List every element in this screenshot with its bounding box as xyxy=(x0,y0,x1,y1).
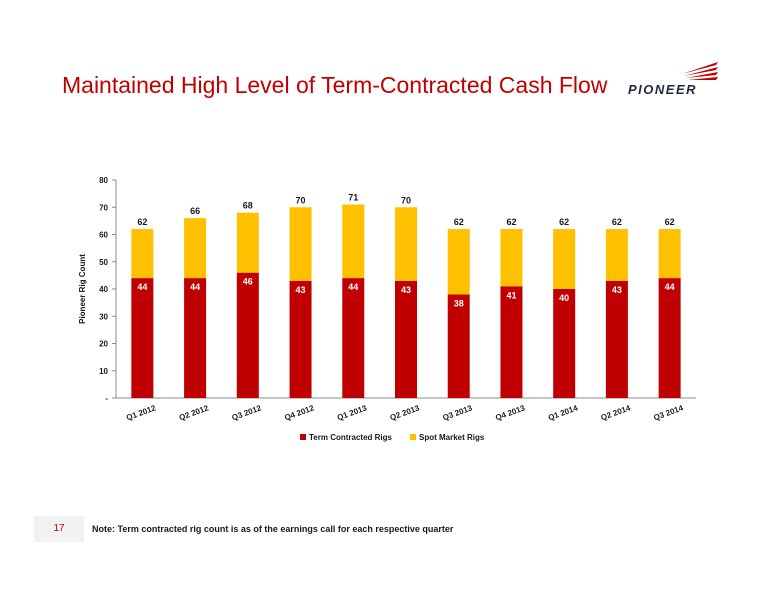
data-label-total: 62 xyxy=(454,217,464,227)
y-tick-label: 40 xyxy=(99,285,108,294)
data-label-term: 44 xyxy=(348,282,358,292)
data-label-term: 43 xyxy=(296,285,306,295)
bar-term-contracted xyxy=(131,278,154,398)
bar-term-contracted xyxy=(447,294,470,398)
legend-swatch-1 xyxy=(410,434,416,440)
y-tick-label: 30 xyxy=(99,312,108,321)
slide-title: Maintained High Level of Term-Contracted… xyxy=(62,72,608,98)
x-tick-label: Q2 2012 xyxy=(178,403,210,422)
pioneer-logo: PIONEER xyxy=(628,60,718,104)
bar-spot-market xyxy=(395,207,417,281)
data-label-term: 43 xyxy=(612,285,622,295)
x-tick-label: Q1 2013 xyxy=(336,403,368,422)
bar-term-contracted xyxy=(658,278,681,398)
bar-spot-market xyxy=(342,204,365,279)
bar-spot-market xyxy=(236,212,259,273)
legend-label-1: Spot Market Rigs xyxy=(419,433,485,442)
x-tick-label: Q3 2012 xyxy=(231,403,263,422)
data-label-total: 70 xyxy=(296,195,306,205)
data-label-term: 46 xyxy=(243,277,253,287)
bar-term-contracted xyxy=(500,286,523,398)
data-label-total: 62 xyxy=(559,217,569,227)
data-label-term: 40 xyxy=(559,293,569,303)
bar-spot-market xyxy=(184,218,207,279)
legend-swatch-0 xyxy=(300,434,306,440)
y-tick-label: 10 xyxy=(99,367,108,376)
logo-text: PIONEER xyxy=(628,82,698,97)
y-tick-label: - xyxy=(105,394,108,403)
y-tick-label: 80 xyxy=(99,176,108,185)
bar-spot-market xyxy=(131,229,154,279)
bar-term-contracted xyxy=(553,289,576,398)
x-tick-label: Q2 2013 xyxy=(389,403,421,422)
bar-term-contracted xyxy=(605,280,628,398)
data-label-term: 43 xyxy=(401,285,411,295)
bar-spot-market xyxy=(658,229,681,279)
data-label-total: 66 xyxy=(190,206,200,216)
x-tick-label: Q4 2012 xyxy=(283,403,315,422)
y-axis-label: Pioneer Rig Count xyxy=(78,254,87,324)
data-label-total: 71 xyxy=(348,193,358,203)
legend-label-0: Term Contracted Rigs xyxy=(309,433,393,442)
bar-spot-market xyxy=(289,207,312,281)
bar-term-contracted xyxy=(184,278,207,398)
y-tick-label: 60 xyxy=(99,231,108,240)
data-label-total: 62 xyxy=(612,217,622,227)
bar-term-contracted xyxy=(289,280,312,398)
bar-term-contracted xyxy=(395,280,417,398)
data-label-total: 70 xyxy=(401,195,411,205)
bar-term-contracted xyxy=(342,278,365,398)
x-tick-label: Q3 2013 xyxy=(441,403,473,422)
logo-swoosh-icon xyxy=(682,62,718,80)
bar-spot-market xyxy=(500,229,523,287)
footnote: Note: Term contracted rig count is as of… xyxy=(92,524,454,534)
bar-term-contracted xyxy=(236,272,259,398)
x-tick-label: Q1 2014 xyxy=(547,403,579,422)
data-label-term: 41 xyxy=(506,290,516,300)
data-label-total: 62 xyxy=(665,217,675,227)
y-tick-label: 50 xyxy=(99,258,108,267)
x-tick-label: Q3 2014 xyxy=(652,403,684,422)
x-tick-label: Q1 2012 xyxy=(125,403,157,422)
x-tick-label: Q4 2013 xyxy=(494,403,526,422)
y-tick-label: 70 xyxy=(99,203,108,212)
data-label-term: 44 xyxy=(190,282,200,292)
data-label-term: 44 xyxy=(137,282,147,292)
y-tick-label: 20 xyxy=(99,340,108,349)
data-label-total: 62 xyxy=(506,217,516,227)
data-label-total: 68 xyxy=(243,201,253,211)
bar-spot-market xyxy=(553,229,576,289)
data-label-term: 44 xyxy=(665,282,675,292)
bar-spot-market xyxy=(605,229,628,281)
page-number: 17 xyxy=(34,516,84,542)
bar-spot-market xyxy=(447,229,470,295)
data-label-total: 62 xyxy=(137,217,147,227)
x-tick-label: Q2 2014 xyxy=(600,403,632,422)
data-label-term: 38 xyxy=(454,298,464,308)
